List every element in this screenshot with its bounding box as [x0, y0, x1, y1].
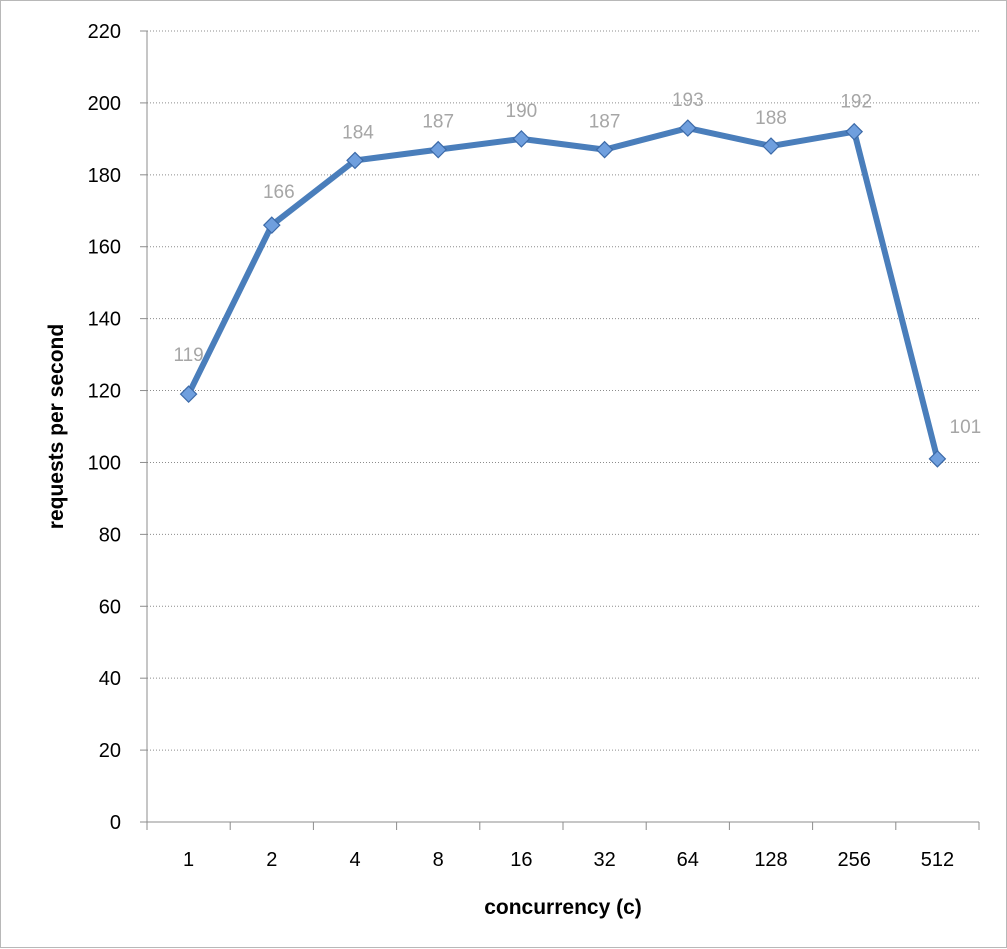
data-point	[762, 137, 780, 155]
x-tick-label: 64	[677, 849, 699, 871]
y-tick-label: 60	[99, 596, 121, 618]
x-axis-tick-labels: 1 2 4 8 16 32 64 128 256 512	[183, 849, 954, 871]
y-axis-title: requests per second	[45, 324, 68, 529]
data-point	[928, 450, 947, 468]
x-axis-title: concurrency (c)	[484, 896, 642, 919]
data-label: 187	[422, 112, 454, 133]
data-point	[262, 216, 281, 235]
x-tick-label: 512	[921, 849, 954, 871]
x-tick-label: 32	[593, 849, 615, 871]
x-tick-label: 256	[838, 849, 871, 871]
data-label: 166	[263, 182, 295, 203]
data-point	[429, 140, 448, 159]
y-tick-label: 20	[99, 740, 121, 762]
data-label: 193	[672, 90, 704, 111]
data-label: 192	[840, 92, 872, 113]
data-label: 188	[755, 108, 787, 129]
data-point	[346, 151, 364, 170]
y-tick-label: 140	[88, 309, 121, 331]
data-label: 187	[589, 112, 621, 133]
x-tick-label: 16	[510, 849, 532, 871]
x-tick-label: 128	[754, 849, 787, 871]
gridlines	[147, 30, 979, 751]
x-tick-label: 4	[349, 849, 360, 871]
y-axis-tick-labels: 0 20 40 60 80 100 120 140 160 180 200 220	[88, 21, 121, 834]
data-label: 119	[173, 345, 203, 366]
x-tick-label: 2	[266, 849, 277, 871]
data-labels: 119 166 184 187 190 187 193 188 192 101	[173, 90, 981, 438]
y-tick-label: 40	[99, 668, 121, 690]
y-tick-label: 180	[88, 165, 121, 187]
data-point	[595, 140, 614, 159]
y-tick-label: 120	[88, 381, 121, 403]
data-label: 184	[342, 122, 374, 143]
series-line	[185, 125, 941, 462]
data-label: 101	[950, 417, 982, 438]
y-tick-label: 220	[88, 21, 121, 43]
data-label: 190	[506, 101, 538, 122]
series-markers	[179, 119, 947, 468]
x-tick-label: 8	[433, 849, 444, 871]
y-tick-label: 0	[110, 812, 121, 834]
y-tick-label: 200	[88, 93, 121, 115]
data-point	[678, 119, 697, 137]
series-polyline	[185, 125, 941, 462]
axes	[140, 30, 980, 830]
x-tick-label: 1	[183, 849, 194, 871]
y-tick-label: 80	[99, 524, 121, 546]
data-point	[179, 385, 198, 403]
data-point	[845, 122, 864, 141]
y-tick-label: 100	[88, 452, 121, 474]
data-point	[512, 130, 531, 148]
y-tick-label: 160	[88, 237, 121, 259]
